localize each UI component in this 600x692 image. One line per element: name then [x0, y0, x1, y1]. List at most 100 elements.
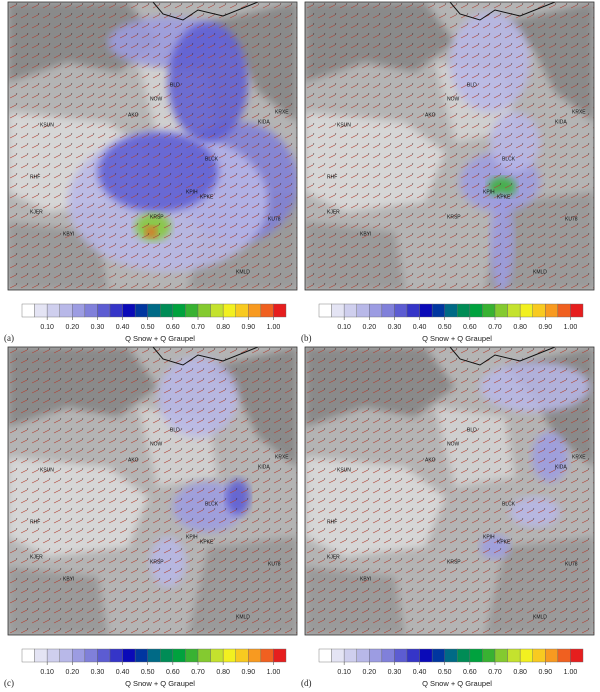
colorbar-cell — [109, 303, 123, 318]
colorbar-tick-label: 0.50 — [141, 324, 155, 331]
station-label: KMLD — [236, 269, 250, 275]
colorbar-tick-label: 0.10 — [337, 324, 351, 331]
colorbar-tick-label: 0.60 — [463, 669, 477, 676]
colorbar-cell — [469, 648, 483, 663]
colorbar-tick-label: 0.50 — [141, 669, 155, 676]
colorbar-cell — [519, 303, 533, 318]
colorbar-cell — [185, 303, 199, 318]
colorbar-cell — [532, 303, 546, 318]
colorbar-cell — [545, 648, 559, 663]
colorbar-tick-label: 0.30 — [388, 669, 402, 676]
map — [305, 2, 594, 290]
colorbar-cell — [172, 303, 186, 318]
colorbar-cell — [160, 303, 174, 318]
colorbar-cell — [46, 648, 60, 663]
colorbar-cell — [185, 648, 199, 663]
state-border — [152, 347, 259, 366]
colorbar-title: Q Snow + Q Graupel — [422, 334, 492, 343]
wind-barbs — [305, 2, 594, 290]
station-label: KPIH — [186, 189, 198, 195]
colorbar-cell — [222, 648, 236, 663]
colorbar-cell — [318, 648, 332, 663]
colorbar-cell — [260, 648, 274, 663]
colorbar-tick-label: 0.70 — [488, 324, 502, 331]
station-label: BLCK — [205, 156, 219, 162]
station-label: KRXE — [275, 454, 289, 460]
colorbar-cell — [545, 303, 559, 318]
station-label: BLD — [170, 82, 180, 88]
colorbar-tick-label: 1.00 — [564, 324, 578, 331]
colorbar-cell — [457, 648, 471, 663]
colorbar-tick-label: 0.40 — [116, 324, 130, 331]
colorbar-cell — [122, 648, 136, 663]
colorbar-cell — [248, 648, 262, 663]
colorbar-cell — [331, 303, 345, 318]
station-label: BLD — [467, 82, 477, 88]
station-label: KBYI — [63, 231, 74, 237]
colorbar-cell — [235, 303, 249, 318]
station-label: RHF — [327, 519, 337, 525]
colorbar-cell — [482, 648, 496, 663]
station-label: KSUN — [337, 122, 351, 128]
station-label: KIDA — [555, 464, 567, 470]
colorbar-cell — [21, 303, 35, 318]
station-label: BLCK — [502, 501, 516, 507]
station-label: KPKE — [497, 194, 511, 200]
station-label: KU78 — [268, 216, 281, 222]
wind-barbs — [8, 347, 297, 635]
colorbar-cell — [160, 648, 174, 663]
station-label: KJER — [327, 554, 340, 560]
station-label: KRSP — [150, 559, 164, 565]
station-label: KRXE — [572, 109, 586, 115]
colorbar-tick-label: 0.60 — [166, 324, 180, 331]
wind-barbs — [8, 2, 297, 290]
colorbar-tick-label: 0.60 — [463, 324, 477, 331]
map — [8, 347, 297, 635]
colorbar-tick-label: 0.10 — [40, 324, 54, 331]
colorbar-tick-label: 0.90 — [241, 669, 255, 676]
station-label: AKO — [128, 457, 139, 463]
station-label: NOW — [150, 96, 163, 102]
colorbar-cell — [331, 648, 345, 663]
colorbar-tick-label: 0.30 — [91, 324, 105, 331]
station-label: KPIH — [483, 189, 495, 195]
colorbar-tick-label: 0.40 — [116, 669, 130, 676]
colorbar-cell — [494, 303, 508, 318]
colorbar-cell — [210, 648, 224, 663]
colorbar-cell — [72, 648, 86, 663]
colorbar-cell — [134, 303, 148, 318]
state-border — [449, 347, 556, 366]
colorbar-cell — [84, 648, 98, 663]
station-label: KSUN — [40, 467, 54, 473]
station-label: AKO — [128, 112, 139, 118]
station-label: KU78 — [565, 216, 578, 222]
colorbar-tick-label: 0.10 — [337, 669, 351, 676]
colorbar-cell — [273, 648, 287, 663]
colorbar-cell — [59, 648, 73, 663]
station-label: KIDA — [555, 119, 567, 125]
colorbar-tick-label: 0.80 — [513, 324, 527, 331]
colorbar-cell — [46, 303, 60, 318]
station-label: KBYI — [63, 576, 74, 582]
map-frame — [7, 346, 298, 636]
colorbar-tick-label: 0.50 — [438, 324, 452, 331]
station-label: BLCK — [205, 501, 219, 507]
colorbar-cell — [147, 648, 161, 663]
station-label: NOW — [447, 96, 460, 102]
colorbar-cell — [381, 648, 395, 663]
panel-label: (d) — [301, 678, 312, 688]
colorbar-tick-label: 0.30 — [91, 669, 105, 676]
station-label: KBYI — [360, 231, 371, 237]
colorbar-cell — [570, 303, 584, 318]
station-label: KRSP — [150, 214, 164, 220]
colorbar-cell — [406, 303, 420, 318]
colorbar-cell — [482, 303, 496, 318]
colorbar-tick-label: 0.90 — [538, 324, 552, 331]
panel-label: (c) — [4, 678, 14, 688]
station-label: NOW — [447, 441, 460, 447]
colorbar-cell — [59, 303, 73, 318]
colorbar-cell — [134, 648, 148, 663]
colorbar-tick-label: 0.90 — [538, 669, 552, 676]
colorbar-cell — [369, 648, 383, 663]
